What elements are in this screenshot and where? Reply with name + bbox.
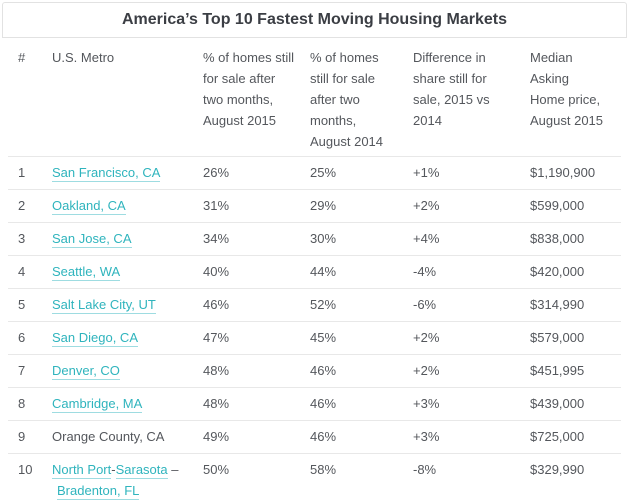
diff-cell: +3% xyxy=(413,387,530,421)
rank-cell: 2 xyxy=(8,189,52,223)
metro-cell: San Jose, CA xyxy=(52,222,203,256)
metro-cell: San Diego, CA xyxy=(52,321,203,355)
rank-cell: 8 xyxy=(8,387,52,421)
pct-2015-cell: 40% xyxy=(203,255,310,289)
pct-2014-cell: 30% xyxy=(310,222,413,256)
rank-cell: 3 xyxy=(8,222,52,256)
metro-cell: San Francisco, CA xyxy=(52,156,203,190)
diff-cell: +2% xyxy=(413,189,530,223)
metro-link[interactable]: Seattle, WA xyxy=(52,264,121,281)
pct-2015-cell: 26% xyxy=(203,156,310,190)
pct-2014-cell: 29% xyxy=(310,189,413,223)
metro-cell: Orange County, CA xyxy=(52,420,203,454)
pct-2014-cell: 46% xyxy=(310,354,413,388)
pct-2014-cell: 46% xyxy=(310,420,413,454)
rank-cell: 7 xyxy=(8,354,52,388)
metro-link[interactable]: Salt Lake City, UT xyxy=(52,297,156,314)
table-row: 8 Cambridge, MA 48% 46% +3% $439,000 xyxy=(8,387,621,421)
housing-markets-table: # U.S. Metro % of homes still for sale a… xyxy=(8,38,621,503)
pct-2014-cell: 25% xyxy=(310,156,413,190)
price-cell: $579,000 xyxy=(530,321,621,355)
diff-cell: -4% xyxy=(413,255,530,289)
rank-cell: 10 xyxy=(8,453,52,503)
diff-cell: -8% xyxy=(413,453,530,503)
col-header-metro: U.S. Metro xyxy=(52,38,203,157)
pct-2014-cell: 45% xyxy=(310,321,413,355)
metro-link[interactable]: Denver, CO xyxy=(52,363,120,380)
pct-2015-cell: 47% xyxy=(203,321,310,355)
metro-link[interactable]: North Port xyxy=(52,462,112,479)
price-cell: $329,990 xyxy=(530,453,621,503)
table-title: America’s Top 10 Fastest Moving Housing … xyxy=(122,11,507,28)
metro-cell: Denver, CO xyxy=(52,354,203,388)
metro-link[interactable]: San Diego, CA xyxy=(52,330,138,347)
metro-link[interactable]: Cambridge, MA xyxy=(52,396,143,413)
price-cell: $838,000 xyxy=(530,222,621,256)
table-body: 1 San Francisco, CA 26% 25% +1% $1,190,900 2 Oa… xyxy=(8,156,621,503)
rank-cell: 9 xyxy=(8,420,52,454)
table-row: 5 Salt Lake City, UT 46% 52% -6% $314,990 xyxy=(8,288,621,322)
metro-cell: Seattle, WA xyxy=(52,255,203,289)
table-row: 9 Orange County, CA 49% 46% +3% $725,000 xyxy=(8,420,621,454)
metro-text: - xyxy=(111,462,116,477)
rank-cell: 4 xyxy=(8,255,52,289)
col-header-diff: Difference in share still for sale, 2015… xyxy=(413,38,530,157)
pct-2015-cell: 46% xyxy=(203,288,310,322)
price-cell: $451,995 xyxy=(530,354,621,388)
metro-cell: North Port-Sarasota – Bradenton, FL xyxy=(52,453,203,503)
price-cell: $599,000 xyxy=(530,189,621,223)
pct-2015-cell: 49% xyxy=(203,420,310,454)
diff-cell: +3% xyxy=(413,420,530,454)
pct-2015-cell: 34% xyxy=(203,222,310,256)
metro-cell: Cambridge, MA xyxy=(52,387,203,421)
table-row: 10 North Port-Sarasota – Bradenton, FL 50% 5… xyxy=(8,453,621,503)
pct-2015-cell: 31% xyxy=(203,189,310,223)
table-row: 2 Oakland, CA 31% 29% +2% $599,000 xyxy=(8,189,621,223)
rank-cell: 5 xyxy=(8,288,52,322)
diff-cell: +1% xyxy=(413,156,530,190)
pct-2014-cell: 52% xyxy=(310,288,413,322)
table-row: 3 San Jose, CA 34% 30% +4% $838,000 xyxy=(8,222,621,256)
diff-cell: +4% xyxy=(413,222,530,256)
metro-link[interactable]: Sarasota xyxy=(115,462,168,479)
price-cell: $439,000 xyxy=(530,387,621,421)
metro-cell: Salt Lake City, UT xyxy=(52,288,203,322)
table-row: 7 Denver, CO 48% 46% +2% $451,995 xyxy=(8,354,621,388)
pct-2015-cell: 50% xyxy=(203,453,310,503)
rank-cell: 1 xyxy=(8,156,52,190)
metro-text: – xyxy=(167,462,179,477)
metro-link[interactable]: San Jose, CA xyxy=(52,231,132,248)
pct-2014-cell: 58% xyxy=(310,453,413,503)
price-cell: $314,990 xyxy=(530,288,621,322)
metro-text: Orange County, CA xyxy=(52,429,165,444)
col-header-rank: # xyxy=(8,38,52,157)
rank-cell: 6 xyxy=(8,321,52,355)
diff-cell: +2% xyxy=(413,321,530,355)
metro-link[interactable]: Oakland, CA xyxy=(52,198,126,215)
pct-2015-cell: 48% xyxy=(203,387,310,421)
price-cell: $725,000 xyxy=(530,420,621,454)
price-cell: $420,000 xyxy=(530,255,621,289)
metro-link[interactable]: San Francisco, CA xyxy=(52,165,161,182)
metro-link[interactable]: Bradenton, FL xyxy=(57,483,140,500)
header-row: # U.S. Metro % of homes still for sale a… xyxy=(8,38,621,157)
table-title-bar: America’s Top 10 Fastest Moving Housing … xyxy=(2,2,627,38)
diff-cell: +2% xyxy=(413,354,530,388)
pct-2014-cell: 44% xyxy=(310,255,413,289)
table-row: 6 San Diego, CA 47% 45% +2% $579,000 xyxy=(8,321,621,355)
col-header-price: Median Asking Home price, August 2015 xyxy=(530,38,621,157)
pct-2014-cell: 46% xyxy=(310,387,413,421)
col-header-pct-2014: % of homes still for sale after two mont… xyxy=(310,38,413,157)
price-cell: $1,190,900 xyxy=(530,156,621,190)
diff-cell: -6% xyxy=(413,288,530,322)
table-header: # U.S. Metro % of homes still for sale a… xyxy=(8,38,621,157)
col-header-pct-2015: % of homes still for sale after two mont… xyxy=(203,38,310,157)
table-row: 4 Seattle, WA 40% 44% -4% $420,000 xyxy=(8,255,621,289)
pct-2015-cell: 48% xyxy=(203,354,310,388)
table-row: 1 San Francisco, CA 26% 25% +1% $1,190,900 xyxy=(8,156,621,190)
metro-cell: Oakland, CA xyxy=(52,189,203,223)
